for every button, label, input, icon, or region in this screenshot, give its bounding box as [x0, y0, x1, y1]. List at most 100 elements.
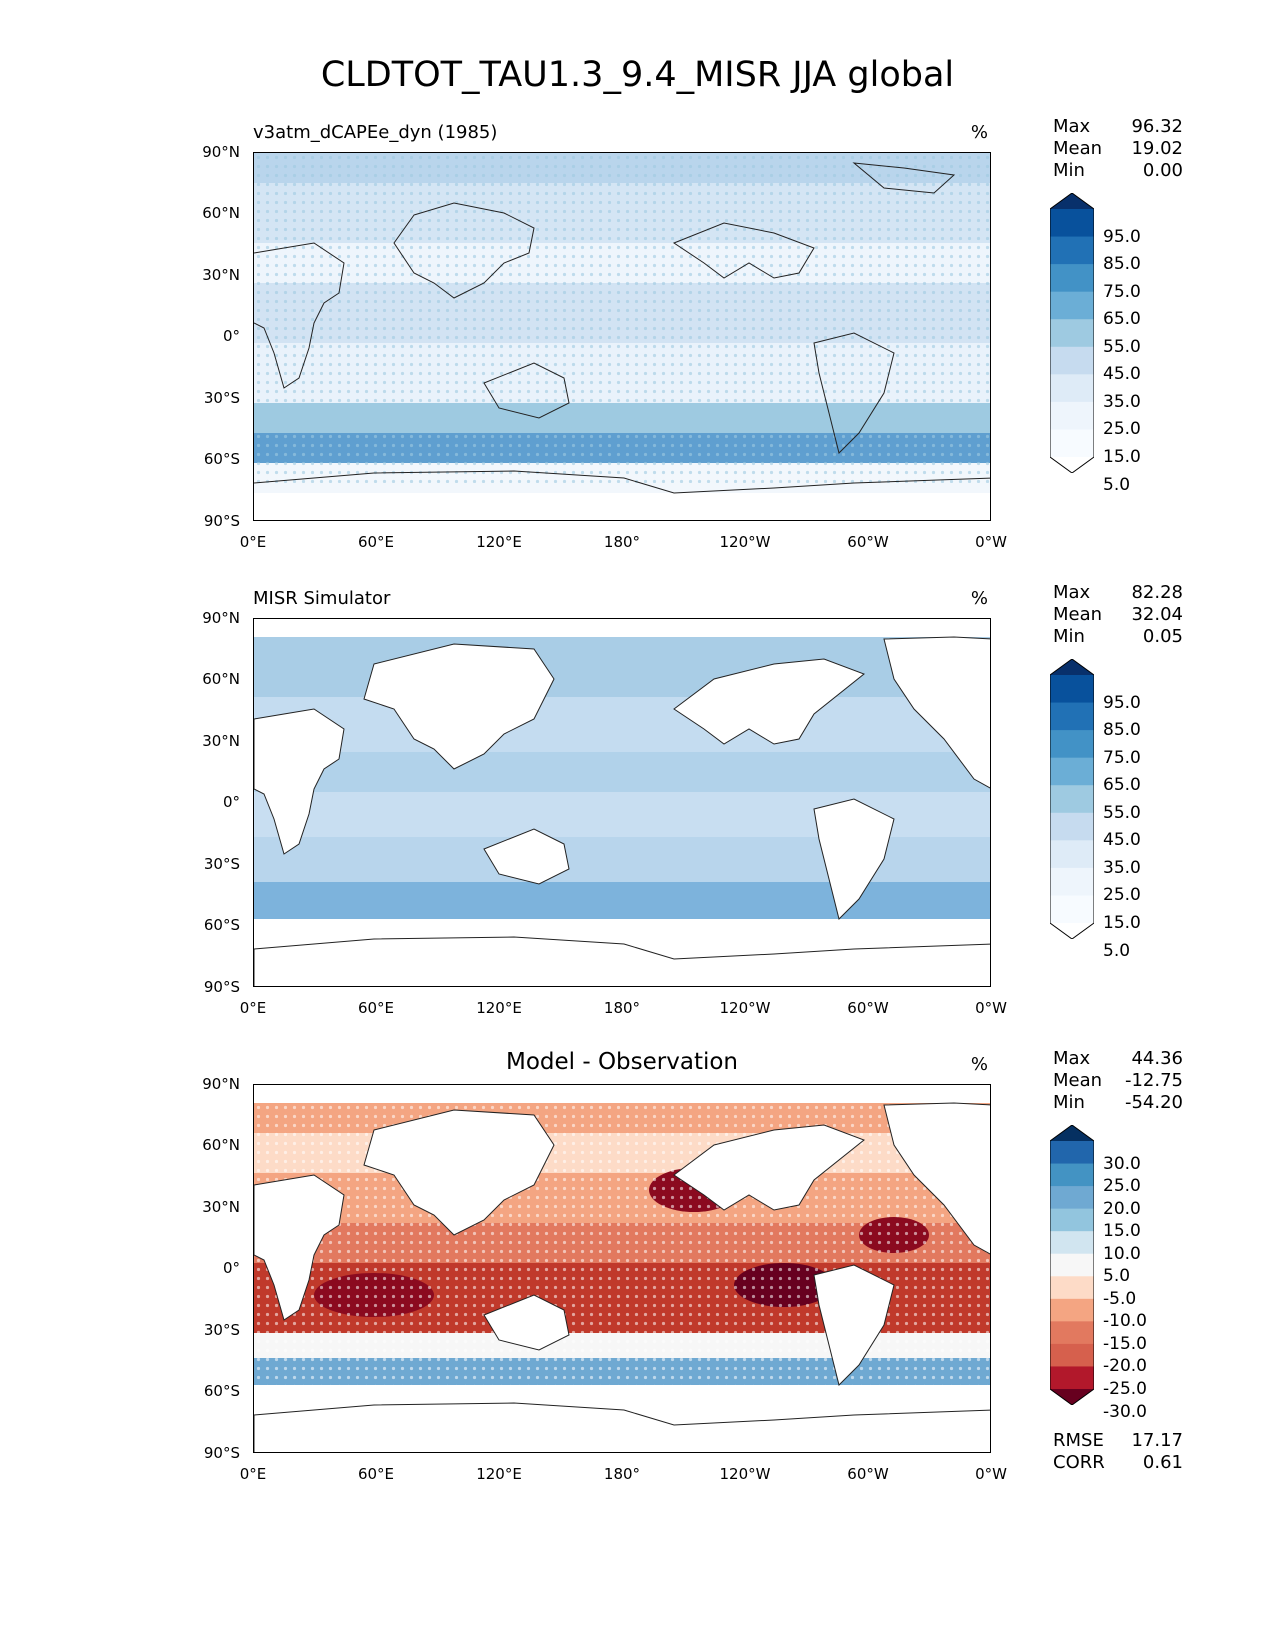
- colorbar-svg: [1049, 658, 1095, 940]
- lat-tick: 60°S: [203, 1382, 240, 1400]
- colorbar-bin: [1050, 209, 1094, 238]
- colorbar-extend-top: [1050, 659, 1094, 675]
- colorbar-bin: [1050, 730, 1094, 759]
- lon-tick: 60°W: [847, 1465, 889, 1483]
- map-obs: [253, 618, 991, 987]
- metrics-box: RMSE 17.17 CORR 0.61: [1053, 1430, 1183, 1474]
- lon-tick: 120°W: [719, 999, 771, 1017]
- colorbar-tick-label: 95.0: [1103, 692, 1141, 713]
- lon-tick: 120°W: [719, 1465, 771, 1483]
- lon-tick: 180°: [603, 999, 641, 1017]
- panel-title: v3atm_dCAPEe_dyn (1985): [253, 122, 498, 143]
- colorbar-extend-bottom: [1050, 1389, 1094, 1405]
- colorbar-bin: [1050, 374, 1094, 403]
- lon-tick: 0°W: [975, 999, 1007, 1017]
- stat-label: Mean: [1053, 138, 1103, 159]
- colorbar-tick-label: 25.0: [1103, 1176, 1141, 1197]
- units-label: %: [970, 1054, 988, 1075]
- lat-tick: 30°N: [202, 1198, 240, 1216]
- lat-tick: 30°N: [202, 732, 240, 750]
- lon-tick: 60°W: [847, 999, 889, 1017]
- colorbar-tick-label: 5.0: [1103, 1266, 1131, 1287]
- colorbar-tick-label: 20.0: [1103, 1198, 1141, 1219]
- colorbar-tick-label: -25.0: [1103, 1379, 1147, 1399]
- panel-model: v3atm_dCAPEe_dyn (1985) %: [0, 0, 1275, 551]
- colorbar-bin: [1050, 1253, 1094, 1277]
- lat-tick: 30°N: [202, 266, 240, 284]
- colorbar-extend-top: [1050, 193, 1094, 209]
- stat-min: -54.20: [1124, 1092, 1183, 1113]
- map-diff: [253, 1084, 991, 1453]
- stats-box: Max 82.28 Mean 32.04 Min 0.05: [1053, 582, 1183, 648]
- stat-mean: 32.04: [1131, 604, 1183, 625]
- map-model: [253, 152, 991, 521]
- colorbar-tick-label: 55.0: [1103, 802, 1141, 823]
- lat-tick: 0°: [222, 327, 240, 345]
- stat-max: 44.36: [1131, 1048, 1183, 1069]
- colorbar-bin: [1050, 867, 1094, 896]
- lat-tick: 90°N: [202, 1075, 240, 1093]
- lon-tick: 180°: [603, 1465, 641, 1483]
- lat-tick: 0°: [222, 1259, 240, 1277]
- colorbar-bin: [1050, 812, 1094, 841]
- lat-tick: 90°S: [203, 1444, 240, 1462]
- colorbar-bin: [1050, 346, 1094, 375]
- colorbar-bin: [1050, 1231, 1094, 1255]
- lon-tick: 0°E: [239, 1465, 267, 1483]
- rmse-label: RMSE: [1053, 1430, 1104, 1451]
- lat-tick: 30°S: [203, 1321, 240, 1339]
- lon-tick: 180°: [603, 533, 641, 551]
- lat-tick: 60°N: [202, 670, 240, 688]
- colorbar-tick-label: -15.0: [1103, 1333, 1147, 1354]
- lat-tick: 0°: [222, 793, 240, 811]
- colorbar-bin: [1050, 1366, 1094, 1390]
- stats-box: Max 44.36 Mean -12.75 Min -54.20: [1053, 1048, 1183, 1114]
- lon-tick: 60°E: [357, 533, 395, 551]
- colorbar-extend-top: [1050, 1125, 1094, 1141]
- stat-min: 0.00: [1142, 160, 1183, 181]
- colorbar-bin: [1050, 401, 1094, 430]
- colorbar-tick-label: 95.0: [1103, 226, 1141, 247]
- colorbar-bin: [1050, 1186, 1094, 1210]
- lat-tick: 60°N: [202, 204, 240, 222]
- lon-tick: 120°E: [476, 1465, 522, 1483]
- lon-tick: 0°E: [239, 999, 267, 1017]
- stat-min: 0.05: [1142, 626, 1183, 647]
- colorbar-tick-label: 15.0: [1103, 1221, 1141, 1242]
- colorbar-tick-label: 30.0: [1103, 1153, 1141, 1174]
- lat-tick: 60°N: [202, 1136, 240, 1154]
- lat-tick: 90°S: [203, 978, 240, 996]
- colorbar-tick-label: -5.0: [1103, 1288, 1137, 1309]
- lat-tick: 60°S: [203, 450, 240, 468]
- colorbar-bin: [1050, 785, 1094, 814]
- colorbar-tick-label: -20.0: [1103, 1356, 1147, 1377]
- colorbar: [1049, 658, 1100, 943]
- colorbar-bin: [1050, 1343, 1094, 1367]
- lon-tick: 120°E: [476, 533, 522, 551]
- colorbar-bin: [1050, 1163, 1094, 1187]
- colorbar-bin: [1050, 264, 1094, 293]
- colorbar-tick-label: 75.0: [1103, 281, 1141, 302]
- colorbar-tick-label: 85.0: [1103, 720, 1141, 741]
- stat-label: Min: [1053, 626, 1085, 647]
- lon-tick: 60°E: [357, 999, 395, 1017]
- colorbar-bin: [1050, 1141, 1094, 1165]
- stat-label: Max: [1053, 582, 1091, 603]
- stats-box: Max 96.32 Mean 19.02 Min 0.00: [1053, 116, 1183, 182]
- colorbar-bin: [1050, 1276, 1094, 1300]
- stat-label: Mean: [1053, 604, 1103, 625]
- units-label: %: [970, 122, 988, 143]
- colorbar-bin: [1050, 840, 1094, 869]
- colorbar-bin: [1050, 1208, 1094, 1232]
- units-label: %: [970, 588, 988, 609]
- colorbar-bin: [1050, 702, 1094, 731]
- colorbar-tick-label: 75.0: [1103, 747, 1141, 768]
- colorbar-tick-label: 25.0: [1103, 885, 1141, 906]
- colorbar-bin: [1050, 895, 1094, 924]
- stat-label: Mean: [1053, 1070, 1103, 1091]
- stat-max: 82.28: [1131, 582, 1183, 603]
- colorbar-tick-label: 65.0: [1103, 775, 1141, 796]
- colorbar-bin: [1050, 291, 1094, 320]
- lon-tick: 0°W: [975, 533, 1007, 551]
- colorbar-bin: [1050, 757, 1094, 786]
